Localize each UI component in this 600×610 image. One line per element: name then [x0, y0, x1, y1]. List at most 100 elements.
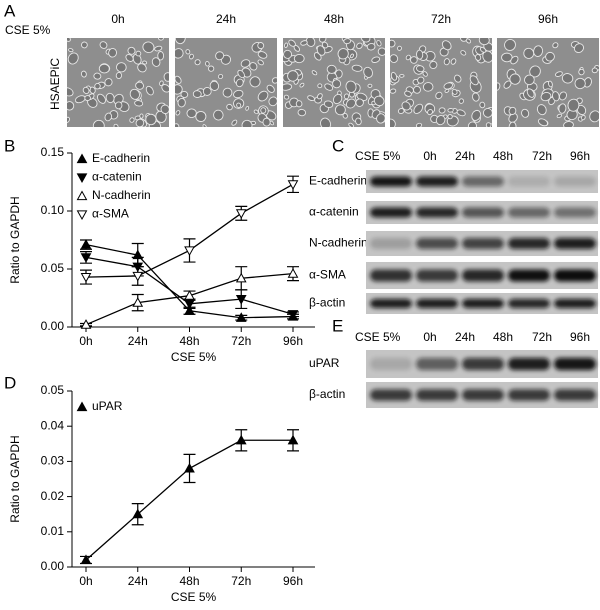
- cell: [504, 38, 516, 51]
- cell: [98, 63, 110, 74]
- legend-marker: [76, 210, 88, 221]
- cell: [205, 61, 210, 67]
- legend-marker: [76, 153, 88, 164]
- cell: [497, 82, 501, 91]
- cell: [454, 74, 462, 83]
- band: [508, 238, 550, 249]
- row-label: α-SMA: [309, 268, 346, 282]
- micrograph: [283, 38, 385, 127]
- row-label: β-actin: [309, 296, 345, 310]
- x-axis-label: CSE 5%: [171, 590, 217, 604]
- cell: [558, 103, 567, 114]
- cell: [217, 73, 224, 80]
- cell: [159, 80, 164, 87]
- cell: [482, 108, 492, 118]
- x-axis-label: CSE 5%: [171, 350, 217, 364]
- cell: [373, 95, 385, 107]
- cell: [129, 117, 135, 123]
- cell: [226, 103, 233, 111]
- band: [462, 207, 504, 218]
- cell: [213, 109, 224, 121]
- cell: [82, 86, 90, 94]
- cell: [207, 65, 215, 72]
- band: [416, 357, 458, 371]
- band: [462, 238, 504, 249]
- x-tick-label: 48h: [179, 334, 199, 348]
- marker: [235, 312, 247, 322]
- band: [462, 357, 504, 371]
- cell: [297, 108, 307, 117]
- cell: [405, 54, 411, 61]
- marker: [132, 271, 144, 282]
- band: [508, 357, 550, 371]
- cell: [465, 38, 472, 44]
- cell: [376, 40, 382, 47]
- cell: [271, 77, 277, 84]
- band: [462, 269, 504, 282]
- cell: [158, 38, 164, 41]
- cell: [135, 118, 145, 127]
- cell: [533, 45, 544, 57]
- cell: [479, 101, 486, 109]
- cell: [319, 38, 327, 43]
- legend-label: uPAR: [92, 399, 123, 413]
- cell: [326, 64, 337, 74]
- cell: [215, 51, 225, 61]
- cell: [404, 90, 412, 97]
- cell: [316, 45, 326, 56]
- cell: [417, 76, 425, 84]
- cell: [192, 90, 202, 98]
- cell: [189, 53, 194, 60]
- cell: [363, 66, 373, 78]
- cell: [401, 101, 411, 111]
- cell: [471, 109, 482, 121]
- x-tick-label: 0h: [79, 334, 92, 348]
- cell: [367, 83, 373, 88]
- cell: [249, 62, 258, 71]
- marker: [235, 209, 247, 219]
- legend-label: α-catenin: [92, 170, 142, 184]
- cell: [114, 101, 123, 110]
- band: [554, 238, 596, 249]
- cell: [249, 76, 261, 88]
- y-tick-label: 0.05: [41, 383, 65, 397]
- cell: [134, 100, 144, 107]
- cell: [94, 83, 101, 90]
- row-label: uPAR: [309, 356, 340, 370]
- panel-label: A: [4, 1, 16, 20]
- marker: [132, 297, 144, 307]
- x-tick-label: 72h: [231, 334, 251, 348]
- condition-label: CSE 5%: [355, 330, 401, 344]
- cell: [175, 84, 183, 95]
- cell: [154, 45, 163, 52]
- cell: [175, 110, 181, 116]
- band: [554, 207, 596, 218]
- cell: [561, 73, 574, 84]
- cell: [574, 77, 586, 90]
- band: [416, 207, 458, 218]
- cell: [545, 51, 555, 62]
- cell: [422, 82, 434, 92]
- cell: [145, 85, 154, 96]
- cell: [324, 83, 334, 91]
- cell: [257, 51, 268, 59]
- band: [370, 238, 412, 249]
- cell: [80, 70, 87, 78]
- cell: [510, 55, 519, 65]
- cell: [447, 114, 453, 120]
- cell: [337, 48, 349, 60]
- legend-label: N-cadherin: [92, 188, 151, 202]
- cell: [137, 63, 147, 73]
- cell: [268, 96, 277, 107]
- time-label: 96h: [570, 330, 590, 344]
- y-axis-label: Ratio to GAPDH: [8, 196, 22, 283]
- cell: [317, 83, 323, 89]
- marker: [287, 434, 299, 445]
- cell: [413, 103, 424, 114]
- band: [370, 269, 412, 282]
- cell: [209, 80, 220, 91]
- condition-label: CSE 5%: [5, 23, 51, 37]
- cell: [316, 93, 323, 100]
- cell: [552, 42, 559, 49]
